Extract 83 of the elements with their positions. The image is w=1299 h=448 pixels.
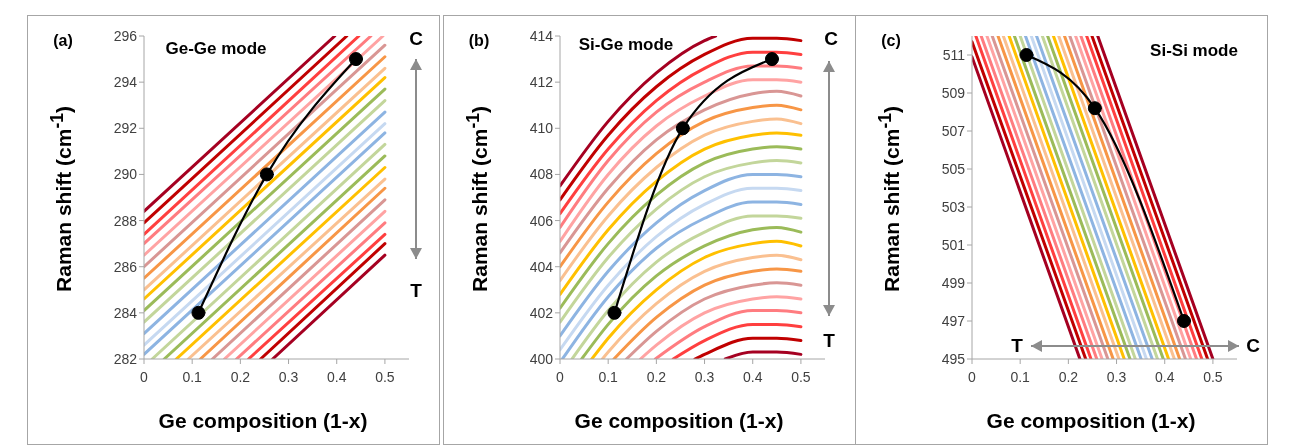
point (1019, 48, 1034, 62)
line-series (560, 36, 718, 188)
line-series (560, 159, 803, 324)
point (765, 52, 779, 67)
x-tick-label: 0.3 (1106, 368, 1127, 385)
y-tick-label: 284 (113, 304, 138, 321)
y-tick-label: 282 (113, 350, 138, 367)
line-series (560, 50, 803, 216)
x-tick-label: 0.4 (326, 368, 347, 385)
y-tick-label: 294 (113, 74, 138, 91)
annotation: T (1011, 335, 1023, 357)
line-series (653, 309, 803, 359)
y-tick-label: 296 (113, 27, 138, 44)
chart-title: (c) (881, 32, 901, 50)
line-series (560, 103, 803, 269)
y-tick-label: 292 (113, 120, 138, 137)
x-tick-label: 0.5 (791, 368, 811, 385)
point (349, 52, 363, 67)
y-tick-label: 503 (941, 198, 966, 215)
x-tick-label: 0.4 (742, 368, 763, 385)
annotation: T (823, 330, 835, 352)
y-tick-label: 410 (529, 120, 554, 137)
annotation: C (824, 28, 838, 50)
point (675, 121, 690, 136)
x-tick-label: 0.4 (1154, 368, 1175, 385)
point (1177, 314, 1191, 328)
point (191, 305, 206, 320)
chart-title: (b) (468, 32, 490, 50)
x-tick-label: 0 (140, 368, 149, 385)
text: C (409, 28, 423, 50)
point (607, 305, 622, 320)
x-tick-label: 0.5 (375, 368, 395, 385)
x-tick-label: 0.2 (646, 368, 667, 385)
line-series (560, 117, 803, 283)
y-tick-label: 501 (941, 236, 966, 253)
y-tick-label: 402 (529, 304, 554, 321)
x-tick-label: 0.1 (598, 368, 619, 385)
y-tick-label: 509 (941, 84, 966, 101)
line-series (612, 267, 803, 359)
y-tick-label: 497 (941, 312, 966, 329)
x-tick-label: 0 (968, 368, 977, 385)
y-tick-label: 406 (529, 212, 554, 229)
x-tick-label: 0.3 (694, 368, 715, 385)
line-series (671, 322, 803, 359)
y-tick-label: 408 (529, 166, 554, 183)
y-tick-label: 286 (113, 258, 138, 275)
y-tick-label: 499 (941, 274, 966, 291)
x-axis-title: Ge composition (1-x) (574, 409, 784, 433)
line-series (693, 336, 803, 359)
line-series (638, 295, 803, 359)
annotation: Ge-Ge mode (165, 39, 267, 59)
y-tick-label: 290 (113, 166, 138, 183)
text: T (410, 280, 422, 302)
chart-title: (a) (53, 32, 73, 50)
x-tick-label: 0.1 (182, 368, 203, 385)
x-tick-label: 0.3 (278, 368, 299, 385)
line-series (624, 281, 803, 359)
y-tick-label: 505 (941, 160, 966, 177)
x-tick-label: 0.1 (1010, 368, 1031, 385)
text: C (1246, 335, 1260, 357)
x-axis-title: Ge composition (1-x) (158, 409, 368, 433)
annotation: Si-Si mode (1150, 41, 1238, 61)
y-tick-label: 288 (113, 212, 138, 229)
y-tick-label: 414 (529, 27, 554, 44)
line-series (560, 36, 803, 202)
x-tick-label: 0 (556, 368, 565, 385)
x-axis-title: Ge composition (1-x) (986, 409, 1196, 433)
point (259, 167, 274, 182)
annotation: Si-Ge mode (578, 35, 674, 55)
y-tick-label: 400 (529, 350, 554, 367)
y-tick-label: 404 (529, 258, 554, 275)
line-series (560, 145, 803, 310)
line-series (560, 131, 803, 296)
x-tick-label: 0.5 (1203, 368, 1223, 385)
y-tick-label: 511 (942, 46, 966, 63)
y-tick-label: 412 (529, 74, 554, 91)
point (1087, 101, 1102, 116)
y-tick-label: 495 (941, 350, 966, 367)
x-tick-label: 0.2 (1058, 368, 1079, 385)
x-tick-label: 0.2 (230, 368, 251, 385)
y-tick-label: 507 (941, 122, 966, 139)
line-series (560, 172, 803, 338)
line-series (600, 253, 803, 359)
